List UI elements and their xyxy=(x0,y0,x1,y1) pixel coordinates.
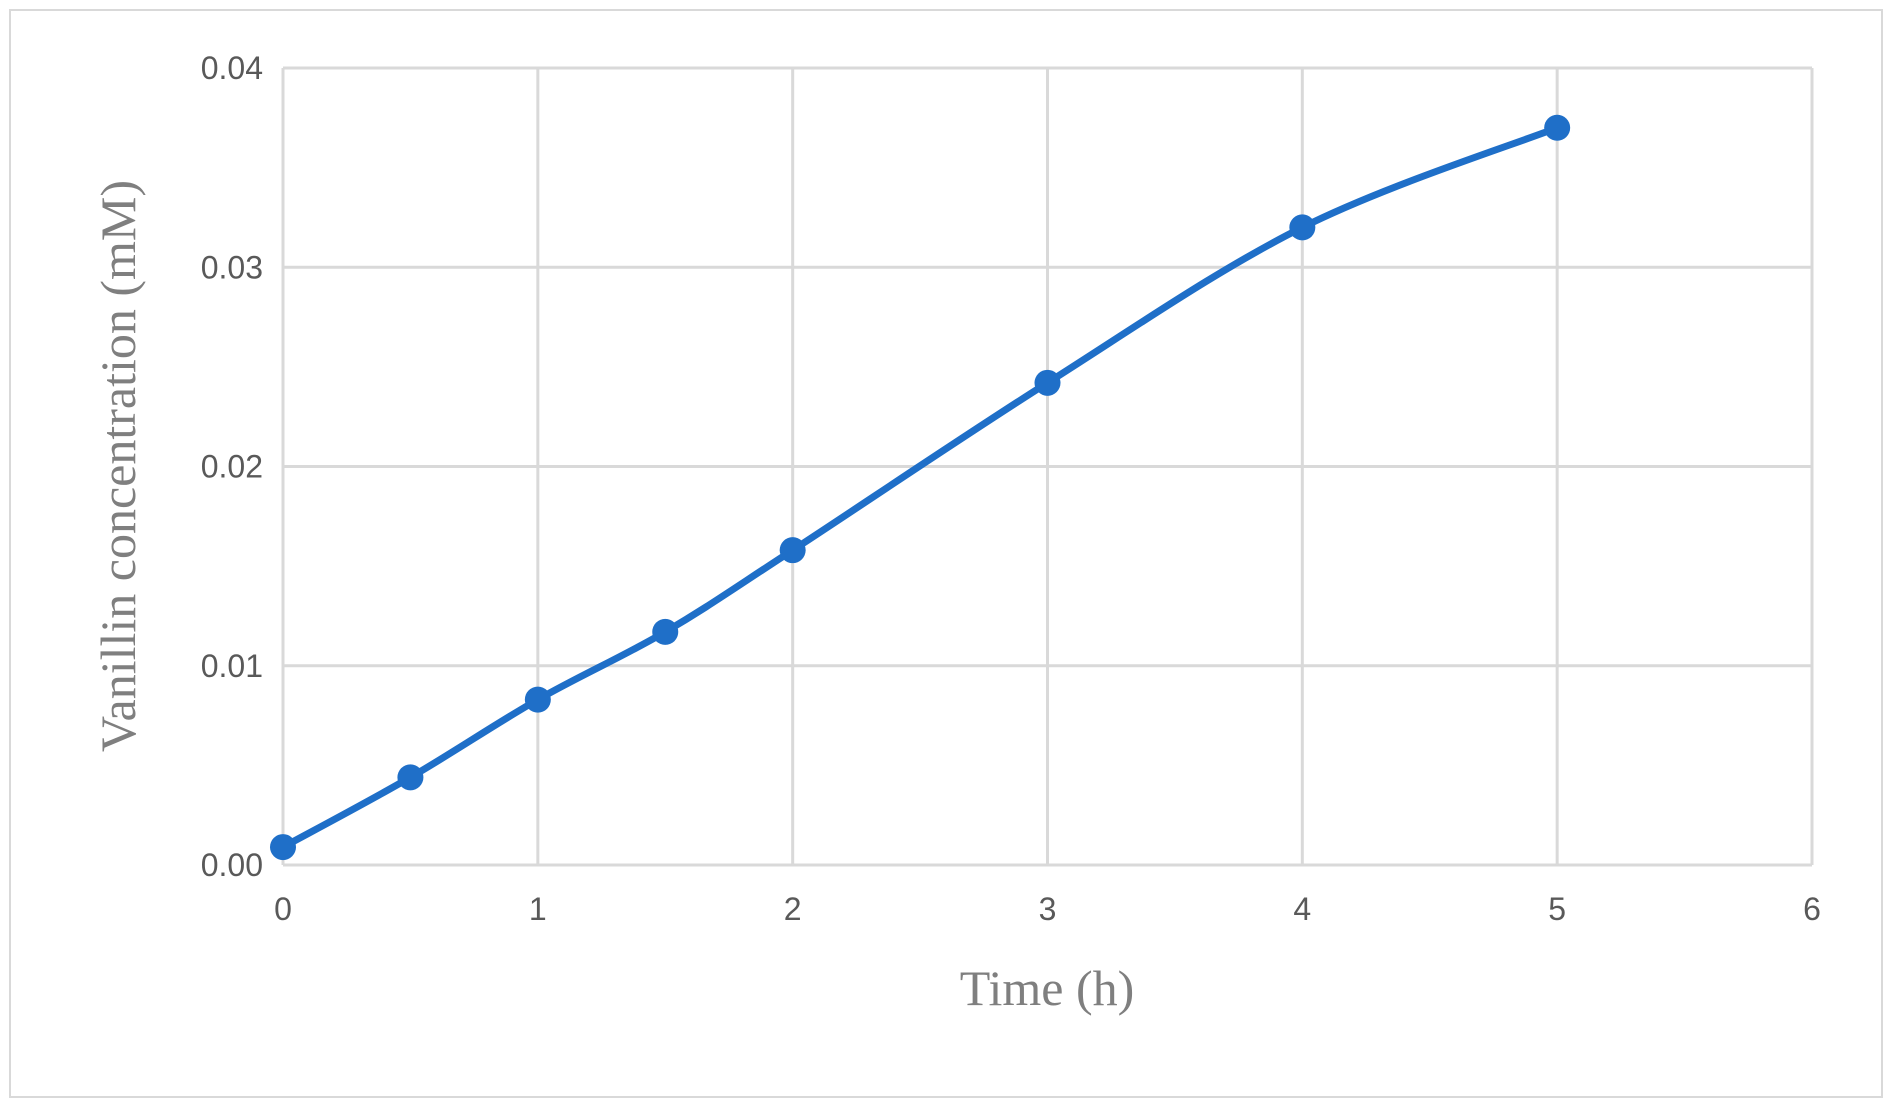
x-axis-title: Time (h) xyxy=(960,960,1135,1016)
x-tick-label: 1 xyxy=(529,891,547,927)
x-tick-label: 2 xyxy=(784,891,802,927)
point xyxy=(652,618,679,645)
x-tick-label: 5 xyxy=(1548,891,1566,927)
point xyxy=(1034,369,1061,396)
point xyxy=(524,686,551,713)
x-tick-label: 6 xyxy=(1803,891,1821,927)
y-tick-label: 0.03 xyxy=(201,249,263,285)
point xyxy=(779,537,806,564)
y-tick-label: 0.04 xyxy=(201,50,263,86)
point xyxy=(397,764,424,791)
y-tick-label: 0.00 xyxy=(201,847,263,883)
x-tick-label: 4 xyxy=(1293,891,1311,927)
y-axis-title: Vanillin concentration (mM) xyxy=(90,180,146,752)
x-tick-label: 3 xyxy=(1039,891,1057,927)
y-tick-label: 0.01 xyxy=(201,648,263,684)
x-tick-label: 0 xyxy=(274,891,292,927)
y-tick-label: 0.02 xyxy=(201,449,263,485)
point xyxy=(1544,114,1571,141)
point xyxy=(270,834,296,861)
point xyxy=(1289,214,1316,241)
chart-border xyxy=(9,9,1883,1098)
